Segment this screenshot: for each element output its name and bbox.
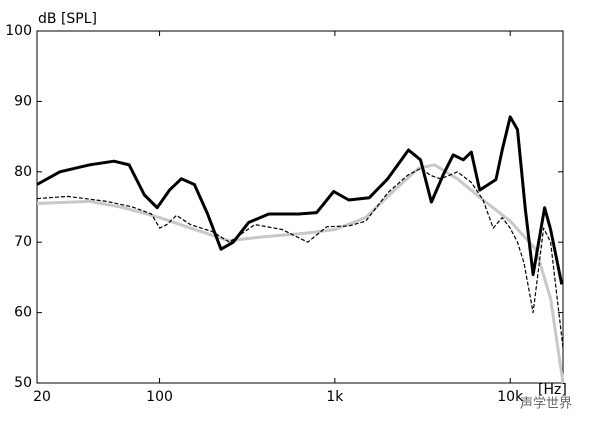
series-line xyxy=(36,163,565,384)
x-tick-label: 20 xyxy=(33,389,51,405)
x-tick-label: 10k xyxy=(497,389,524,405)
y-axis-label: dB [SPL] xyxy=(38,11,97,27)
x-axis-label: [Hz] xyxy=(538,382,567,398)
watermark: 声学世界 xyxy=(520,396,572,412)
y-tick-label: 90 xyxy=(14,93,32,109)
plot-frame xyxy=(36,30,564,384)
y-tick-label: 100 xyxy=(5,23,32,39)
y-tick-label: 80 xyxy=(14,164,32,180)
x-tick-label: 1k xyxy=(326,389,344,405)
series-line xyxy=(36,115,564,285)
y-tick-label: 50 xyxy=(14,375,32,391)
y-tick-label: 60 xyxy=(14,305,32,321)
x-tick-label: 100 xyxy=(146,389,173,405)
y-tick-label: 70 xyxy=(14,234,32,250)
series-line xyxy=(36,167,564,348)
